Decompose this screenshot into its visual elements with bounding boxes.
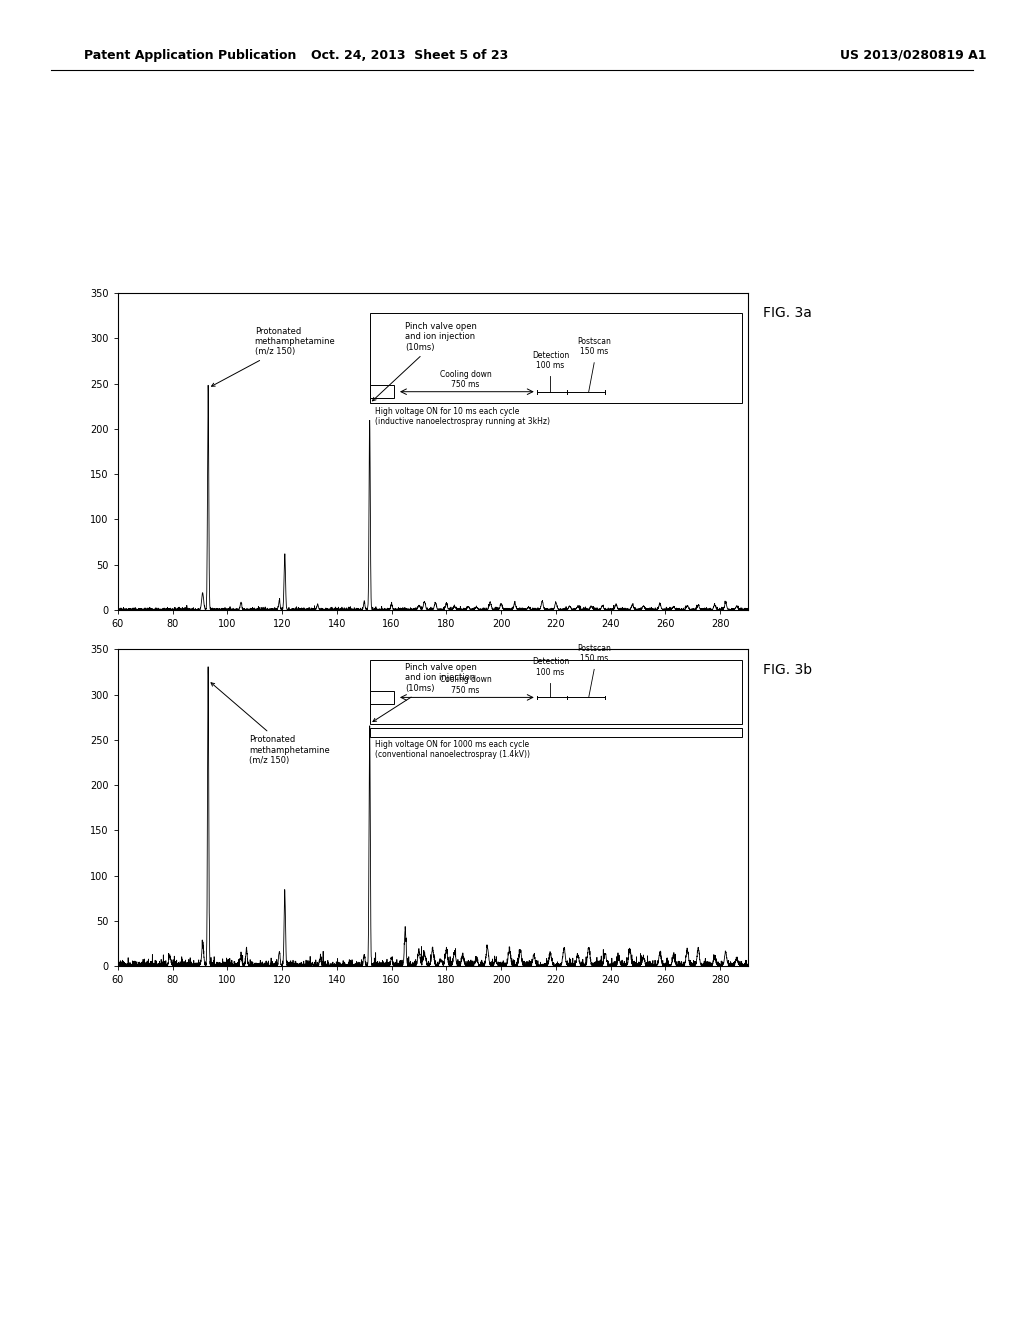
Text: FIG. 3a: FIG. 3a (763, 306, 812, 321)
Text: FIG. 3b: FIG. 3b (763, 663, 812, 677)
Text: US 2013/0280819 A1: US 2013/0280819 A1 (840, 49, 986, 62)
Text: Postscan
150 ms: Postscan 150 ms (578, 644, 611, 663)
Text: Cooling down
750 ms: Cooling down 750 ms (439, 370, 492, 389)
Bar (370, 660, 742, 723)
Text: Protonated
methamphetamine
(m/z 150): Protonated methamphetamine (m/z 150) (212, 326, 336, 387)
Bar (370, 313, 742, 404)
Text: High voltage ON for 10 ms each cycle
(inductive nanoelectrospray running at 3kHz: High voltage ON for 10 ms each cycle (in… (375, 407, 550, 426)
Text: Pinch valve open
and ion injection
(10ms): Pinch valve open and ion injection (10ms… (373, 322, 477, 401)
Text: Oct. 24, 2013  Sheet 5 of 23: Oct. 24, 2013 Sheet 5 of 23 (311, 49, 508, 62)
Bar (370, 692, 394, 704)
Text: Pinch valve open
and ion injection
(10ms): Pinch valve open and ion injection (10ms… (373, 663, 477, 722)
Bar (370, 385, 394, 399)
Text: Patent Application Publication: Patent Application Publication (84, 49, 296, 62)
Text: Postscan
150 ms: Postscan 150 ms (578, 337, 611, 356)
Text: High voltage ON for 1000 ms each cycle
(conventional nanoelectrospray (1.4kV)): High voltage ON for 1000 ms each cycle (… (375, 741, 530, 759)
Text: Detection
100 ms: Detection 100 ms (531, 351, 569, 370)
Text: Detection
100 ms: Detection 100 ms (531, 657, 569, 677)
Bar (370, 729, 742, 738)
Text: Cooling down
750 ms: Cooling down 750 ms (439, 676, 492, 694)
Text: Protonated
methamphetamine
(m/z 150): Protonated methamphetamine (m/z 150) (211, 682, 330, 766)
